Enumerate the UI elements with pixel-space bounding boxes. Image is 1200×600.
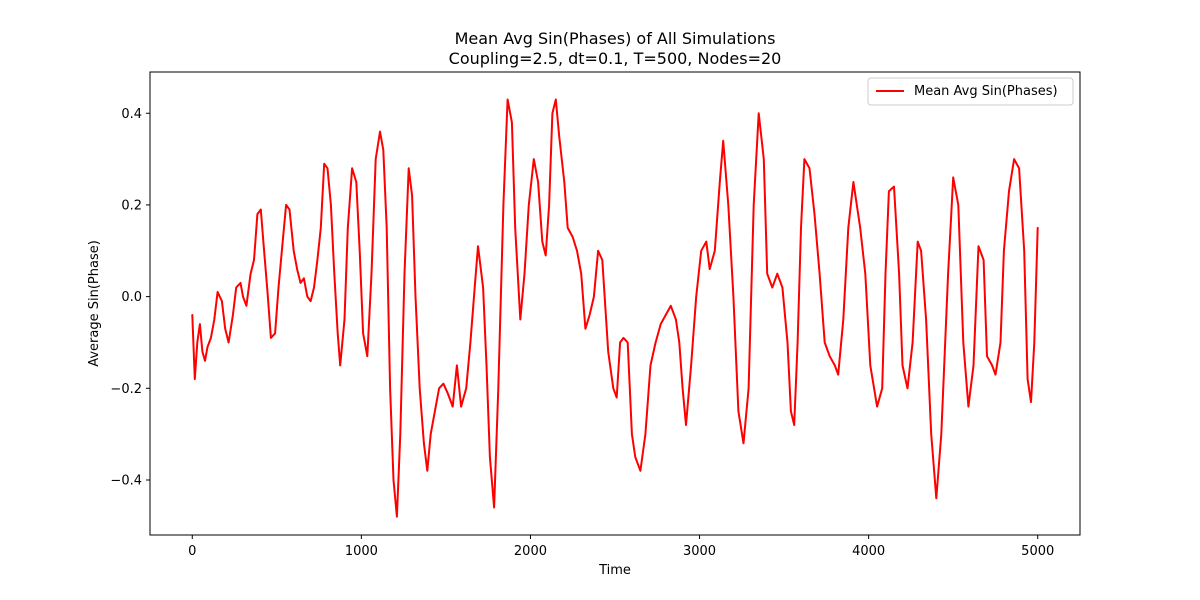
x-tick-label: 1000 [345, 544, 378, 559]
x-tick-label: 5000 [1021, 544, 1054, 559]
y-axis-label: Average Sin(Phase) [87, 240, 102, 367]
y-tick-label: 0.2 [121, 198, 142, 213]
y-tick-label: −0.2 [110, 382, 142, 397]
y-tick-label: −0.4 [110, 473, 142, 488]
x-tick-label: 3000 [683, 544, 716, 559]
legend: Mean Avg Sin(Phases) [867, 77, 1074, 106]
y-axis-ticks: −0.4 −0.2 0.0 0.2 0.4 [110, 107, 150, 488]
plot-area-frame [149, 71, 1081, 536]
x-tick-label: 4000 [852, 544, 885, 559]
x-axis-ticks: 0 1000 2000 3000 4000 5000 [188, 535, 1054, 559]
legend-box [867, 77, 1074, 106]
chart-subtitle: Coupling=2.5, dt=0.1, T=500, Nodes=20 [449, 49, 782, 68]
chart-title: Mean Avg Sin(Phases) of All Simulations [455, 29, 776, 48]
x-tick-label: 2000 [514, 544, 547, 559]
y-tick-label: 0.0 [121, 290, 142, 305]
x-tick-label: 0 [188, 544, 196, 559]
x-axis-label: Time [598, 563, 631, 578]
legend-label: Mean Avg Sin(Phases) [914, 84, 1058, 99]
y-tick-label: 0.4 [121, 107, 142, 122]
series-line-mean-avg-sin-phases [191, 98, 1039, 518]
